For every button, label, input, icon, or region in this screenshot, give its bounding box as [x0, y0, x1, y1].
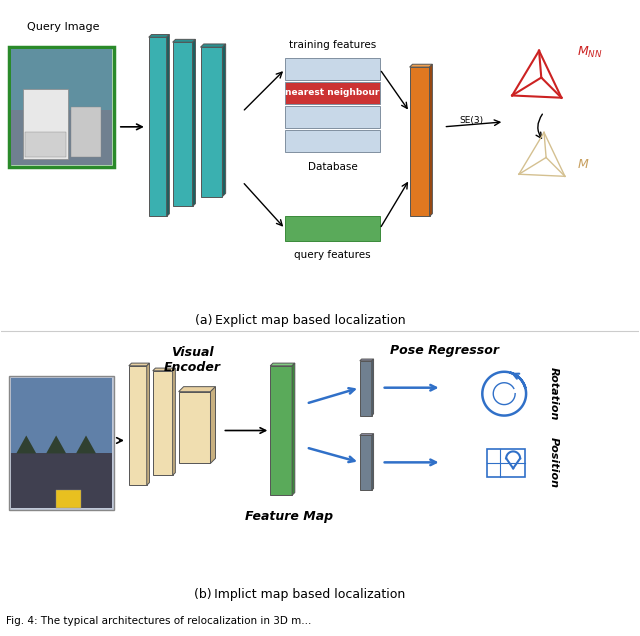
Bar [12, 378, 112, 508]
Bar [26, 132, 66, 156]
Polygon shape [410, 67, 429, 216]
Text: training features: training features [289, 40, 376, 50]
Bar [23, 89, 68, 159]
Bar [12, 49, 112, 165]
Text: Position: Position [549, 437, 559, 488]
Text: Feature Map: Feature Map [245, 510, 333, 523]
Polygon shape [429, 64, 433, 216]
Polygon shape [129, 363, 150, 366]
FancyBboxPatch shape [10, 47, 114, 167]
Polygon shape [372, 434, 374, 490]
Polygon shape [223, 44, 226, 197]
Text: Database: Database [308, 162, 357, 172]
Text: $M$: $M$ [577, 158, 589, 171]
Polygon shape [285, 130, 380, 152]
Polygon shape [17, 436, 36, 453]
Text: Pose Regressor: Pose Regressor [390, 344, 499, 357]
Polygon shape [173, 39, 195, 42]
Polygon shape [148, 38, 166, 216]
Text: nearest neighbour: nearest neighbour [285, 88, 380, 97]
Polygon shape [129, 366, 147, 485]
Polygon shape [179, 392, 211, 464]
Polygon shape [270, 366, 292, 495]
Text: Rotation: Rotation [549, 367, 559, 420]
Polygon shape [360, 361, 372, 415]
Polygon shape [200, 47, 223, 197]
Polygon shape [153, 371, 173, 475]
Text: Visual
Encoder: Visual Encoder [164, 346, 221, 374]
Text: $M_{NN}$: $M_{NN}$ [577, 45, 602, 60]
Polygon shape [285, 106, 380, 128]
Polygon shape [360, 359, 374, 361]
Polygon shape [193, 39, 195, 207]
Bar [12, 453, 112, 508]
Text: (b) Implict map based localization: (b) Implict map based localization [195, 588, 406, 601]
Polygon shape [487, 450, 525, 477]
Bar [12, 110, 112, 165]
Polygon shape [147, 363, 150, 485]
Polygon shape [153, 368, 175, 371]
Text: query features: query features [294, 251, 371, 260]
Polygon shape [173, 368, 175, 475]
Text: (a) Explict map based localization: (a) Explict map based localization [195, 314, 405, 328]
Bar [56, 490, 81, 508]
Polygon shape [285, 58, 380, 80]
Polygon shape [360, 436, 372, 490]
Polygon shape [292, 363, 295, 495]
Polygon shape [211, 387, 216, 464]
Polygon shape [200, 44, 226, 47]
Bar [12, 378, 112, 453]
Text: Query Image: Query Image [27, 22, 99, 32]
Polygon shape [179, 387, 216, 392]
Polygon shape [270, 363, 295, 366]
Polygon shape [285, 216, 380, 241]
Polygon shape [46, 436, 66, 453]
FancyBboxPatch shape [10, 376, 114, 510]
Text: Fig. 4: The typical architectures of relocalization in 3D m...: Fig. 4: The typical architectures of rel… [6, 616, 312, 626]
Polygon shape [173, 42, 193, 207]
Polygon shape [166, 34, 170, 216]
Polygon shape [410, 64, 433, 67]
Text: SE(3): SE(3) [460, 116, 483, 125]
Polygon shape [372, 359, 374, 415]
Polygon shape [76, 436, 96, 453]
Polygon shape [148, 34, 170, 38]
Polygon shape [285, 82, 380, 104]
Polygon shape [360, 434, 374, 436]
Bar [71, 107, 101, 156]
